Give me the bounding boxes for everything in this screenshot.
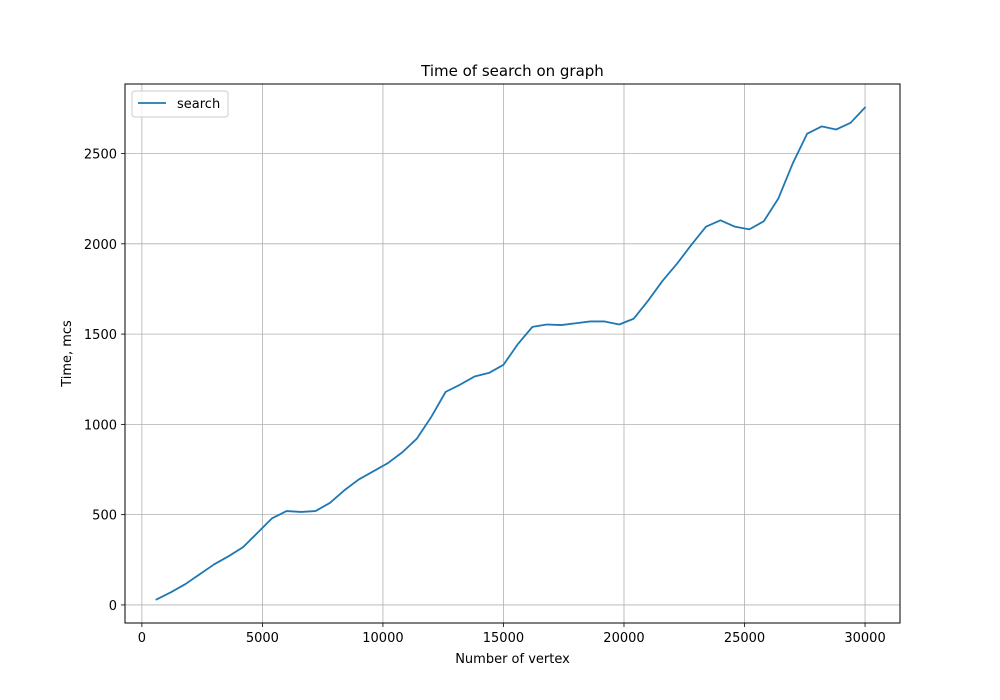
y-tick-label: 500	[92, 509, 117, 524]
series-line-search	[155, 106, 866, 601]
y-tick-label: 2000	[84, 238, 117, 253]
x-tick-label: 10000	[362, 631, 403, 646]
x-tick-label: 15000	[483, 631, 524, 646]
x-tick-label: 20000	[603, 631, 644, 646]
plot-area-frame	[124, 83, 901, 624]
y-tick-label: 0	[109, 599, 117, 614]
x-tick-label: 25000	[724, 631, 765, 646]
y-tick-label: 1000	[84, 418, 117, 433]
y-tick-label: 2500	[84, 148, 117, 163]
legend-box	[131, 90, 229, 118]
chart-title: Time of search on graph	[420, 62, 604, 80]
y-tick-label: 1500	[84, 328, 117, 343]
x-tick-label: 0	[138, 631, 146, 646]
legend-series-label: search	[177, 97, 220, 112]
axis-ticks: 0 5000 10000 15000 20000 25000 30000 0 500 1000 15…	[84, 148, 886, 646]
series-layer	[155, 106, 866, 601]
y-axis-label: Time, mcs	[60, 320, 75, 388]
grid	[125, 84, 900, 623]
x-axis-label: Number of vertex	[455, 652, 570, 667]
legend: search	[131, 90, 229, 118]
x-tick-label: 30000	[844, 631, 885, 646]
x-tick-label: 5000	[246, 631, 279, 646]
